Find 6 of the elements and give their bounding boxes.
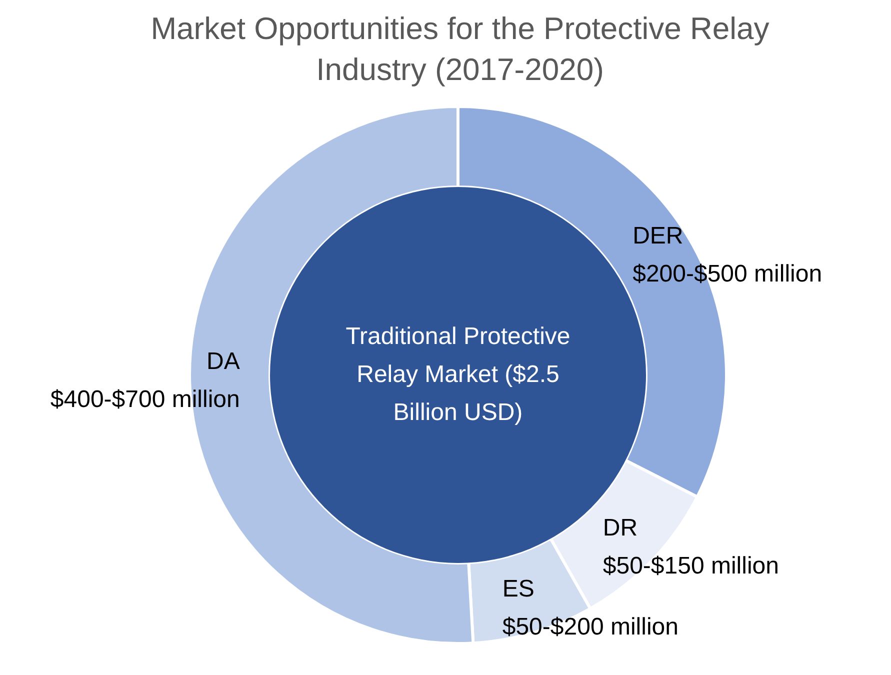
slice-label: ES bbox=[502, 576, 534, 603]
chart-title: Market Opportunities for the Protective Relay Industry (2017-2020) bbox=[150, 10, 770, 89]
slice-label: DR bbox=[602, 514, 638, 542]
slice-label: DA bbox=[206, 348, 240, 376]
data-label: $400-$700 million bbox=[50, 386, 240, 414]
data-label: $50-$200 million bbox=[502, 614, 678, 641]
